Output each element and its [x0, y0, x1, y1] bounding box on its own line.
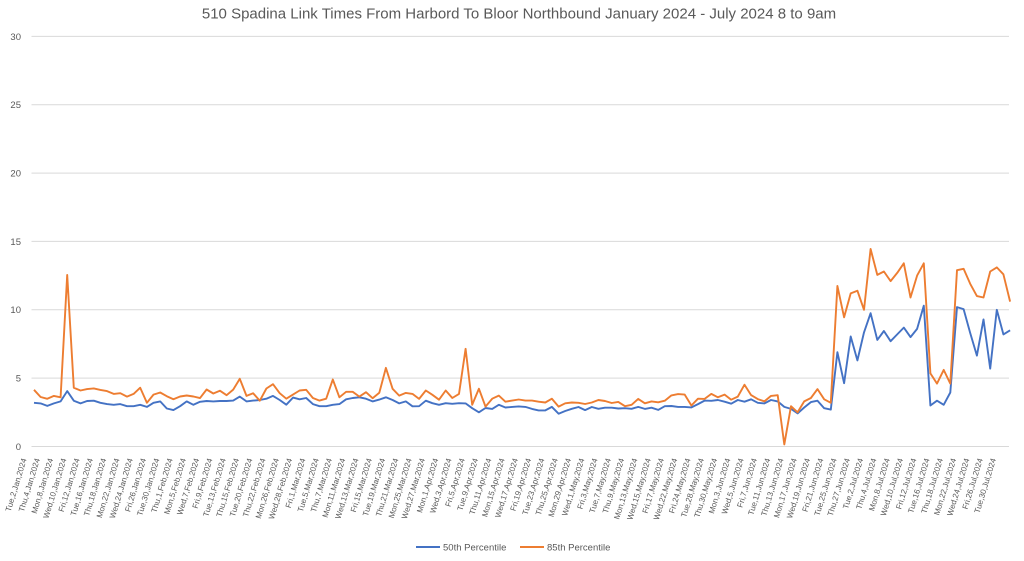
svg-text:10: 10 — [10, 305, 21, 316]
svg-text:5: 5 — [16, 374, 21, 385]
svg-text:30: 30 — [10, 32, 21, 43]
svg-text:25: 25 — [10, 100, 21, 111]
svg-text:50th Percentile: 50th Percentile — [443, 543, 506, 554]
svg-text:0: 0 — [16, 442, 21, 453]
svg-text:20: 20 — [10, 169, 21, 180]
svg-text:510 Spadina Link Times From Ha: 510 Spadina Link Times From Harbord To B… — [202, 6, 836, 23]
svg-text:15: 15 — [10, 237, 21, 248]
svg-text:85th Percentile: 85th Percentile — [547, 543, 610, 554]
